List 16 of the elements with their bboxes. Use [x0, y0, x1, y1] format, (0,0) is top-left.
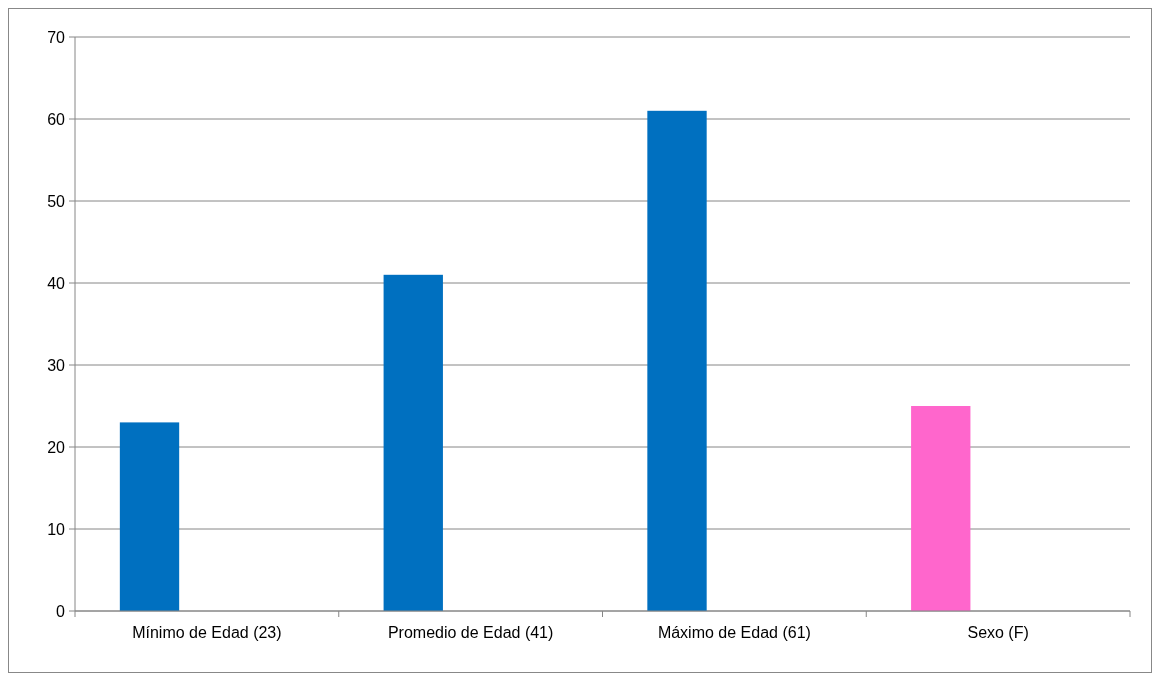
y-tick-label: 40: [47, 274, 66, 292]
x-tick-label: Sexo (F): [967, 624, 1029, 641]
bar: [647, 110, 707, 611]
x-tick-label: Promedio de Edad (41): [387, 624, 554, 641]
bar: [911, 406, 971, 611]
x-tick-label: Mínimo de Edad (23): [132, 624, 282, 641]
x-tick-label: Máximo de Edad (61): [657, 624, 811, 641]
y-tick-label: 50: [47, 192, 66, 210]
bar: [119, 422, 180, 611]
y-tick-label: 60: [47, 110, 66, 128]
y-tick-label: 30: [47, 356, 66, 374]
bar: [383, 274, 443, 611]
y-tick-label: 20: [47, 438, 66, 456]
y-tick-label: 70: [47, 28, 66, 46]
y-tick-label: 0: [56, 602, 66, 620]
y-tick-label: 10: [47, 520, 66, 538]
